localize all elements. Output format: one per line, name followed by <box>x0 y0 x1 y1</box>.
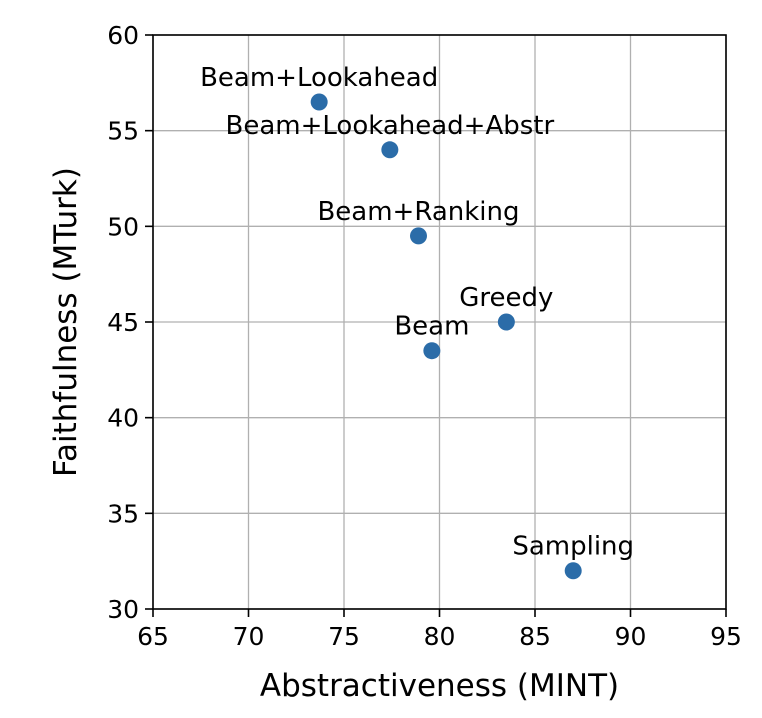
x-tick-label: 85 <box>519 622 551 651</box>
y-tick-label: 35 <box>107 499 139 528</box>
point-label: Beam <box>394 312 469 342</box>
y-tick-label: 40 <box>107 404 139 433</box>
y-tick-label: 50 <box>107 212 139 241</box>
data-point <box>381 141 399 159</box>
x-tick-label: 70 <box>233 622 265 651</box>
data-point <box>564 562 582 580</box>
x-axis-ticks: 65 70 75 80 85 90 95 <box>137 609 742 651</box>
y-axis-label: Faithfulness (MTurk) <box>48 167 84 477</box>
x-tick-label: 80 <box>424 622 456 651</box>
point-label: Beam+Lookahead <box>200 63 438 93</box>
y-tick-label: 60 <box>107 21 139 50</box>
x-tick-label: 90 <box>615 622 647 651</box>
y-tick-label: 45 <box>107 308 139 337</box>
point-label: Sampling <box>512 532 634 562</box>
point-label: Beam+Ranking <box>317 197 519 227</box>
y-tick-label: 55 <box>107 117 139 146</box>
data-point <box>497 313 515 331</box>
point-label: Beam+Lookahead+Abstr <box>226 111 555 141</box>
y-tick-label: 30 <box>107 595 139 624</box>
data-point <box>310 93 328 111</box>
y-axis-ticks: 30 35 40 45 50 55 60 <box>107 21 153 624</box>
data-point <box>423 342 441 360</box>
x-tick-label: 75 <box>328 622 360 651</box>
x-tick-label: 95 <box>710 622 742 651</box>
point-label: Greedy <box>459 283 553 313</box>
data-point <box>409 227 427 245</box>
point-labels: Beam+Lookahead Beam+Lookahead+Abstr Beam+R… <box>200 63 634 562</box>
x-tick-label: 65 <box>137 622 169 651</box>
x-axis-label: Abstractiveness (MINT) <box>260 668 619 704</box>
data-points <box>310 93 582 580</box>
